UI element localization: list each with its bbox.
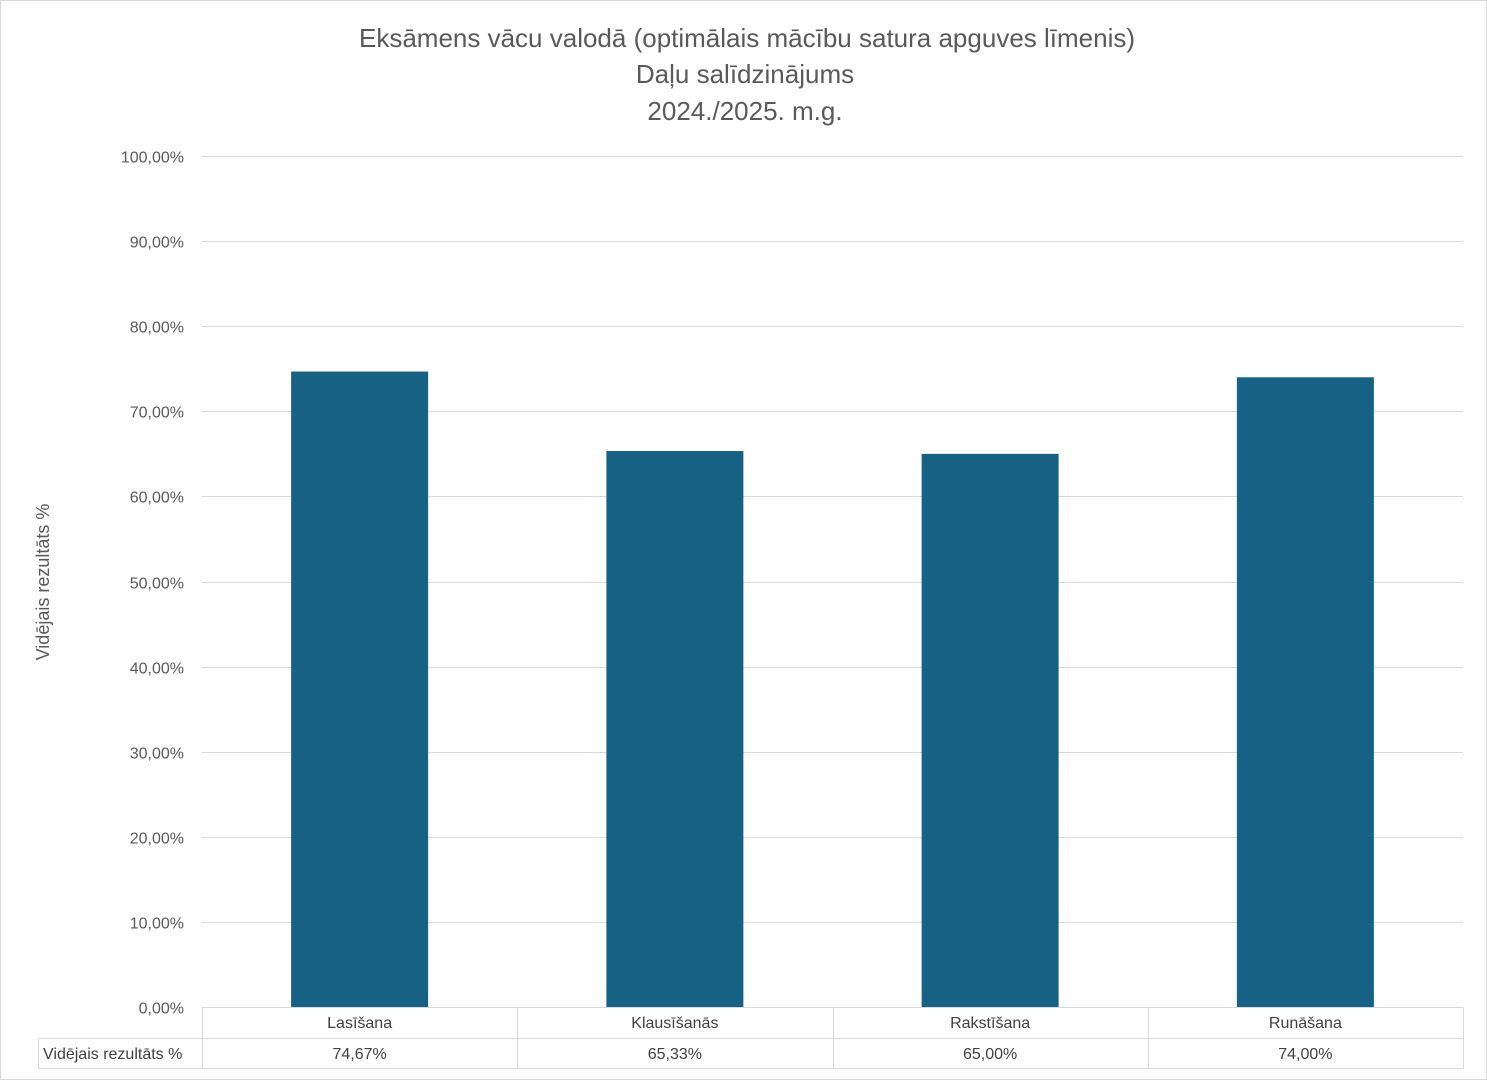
- y-axis-title: Vidējais rezultāts %: [33, 504, 53, 661]
- bar: [921, 453, 1059, 1008]
- y-tick-label: 70,00%: [130, 405, 184, 422]
- y-tick-label: 90,00%: [130, 235, 184, 252]
- y-tick-label: 10,00%: [130, 916, 184, 933]
- y-tick-label: 60,00%: [130, 490, 184, 507]
- data-label: 65,00%: [963, 1046, 1017, 1063]
- data-label: 74,00%: [1278, 1046, 1332, 1063]
- bar: [606, 451, 744, 1007]
- chart-title: Eksāmens vācu valodā (optimālais mācību …: [359, 23, 1135, 126]
- y-axis-tick-labels: 0,00% 10,00% 20,00% 30,00% 40,00% 50,00% 60,00…: [121, 150, 184, 1018]
- y-tick-label: 80,00%: [130, 320, 184, 337]
- category-label: Lasīšana: [327, 1015, 392, 1032]
- series-name-label: Vidējais rezultāts %: [43, 1046, 182, 1063]
- category-label: Rakstīšana: [950, 1015, 1030, 1032]
- y-tick-label: 40,00%: [130, 661, 184, 678]
- y-tick-label: 30,00%: [130, 746, 184, 763]
- chart-title-line-2: Daļu salīdzinājums: [636, 59, 854, 89]
- y-tick-label: 20,00%: [130, 831, 184, 848]
- bar: [1236, 377, 1374, 1007]
- data-label: 65,33%: [648, 1046, 702, 1063]
- y-tick-label: 100,00%: [121, 150, 184, 167]
- chart-title-line-3: 2024./2025. m.g.: [647, 96, 842, 126]
- y-tick-label: 50,00%: [130, 576, 184, 593]
- category-label: Runāšana: [1269, 1015, 1342, 1032]
- category-label: Klausīšanās: [631, 1015, 718, 1032]
- data-label: 74,67%: [332, 1046, 386, 1063]
- chart-title-line-1: Eksāmens vācu valodā (optimālais mācību …: [359, 23, 1135, 53]
- bar: [291, 371, 429, 1007]
- y-tick-label: 0,00%: [139, 1001, 184, 1018]
- data-table: Lasīšana 74,67% Klausīšanās 65,33% Rakstīšan…: [38, 1007, 1464, 1069]
- bars: [291, 371, 1374, 1008]
